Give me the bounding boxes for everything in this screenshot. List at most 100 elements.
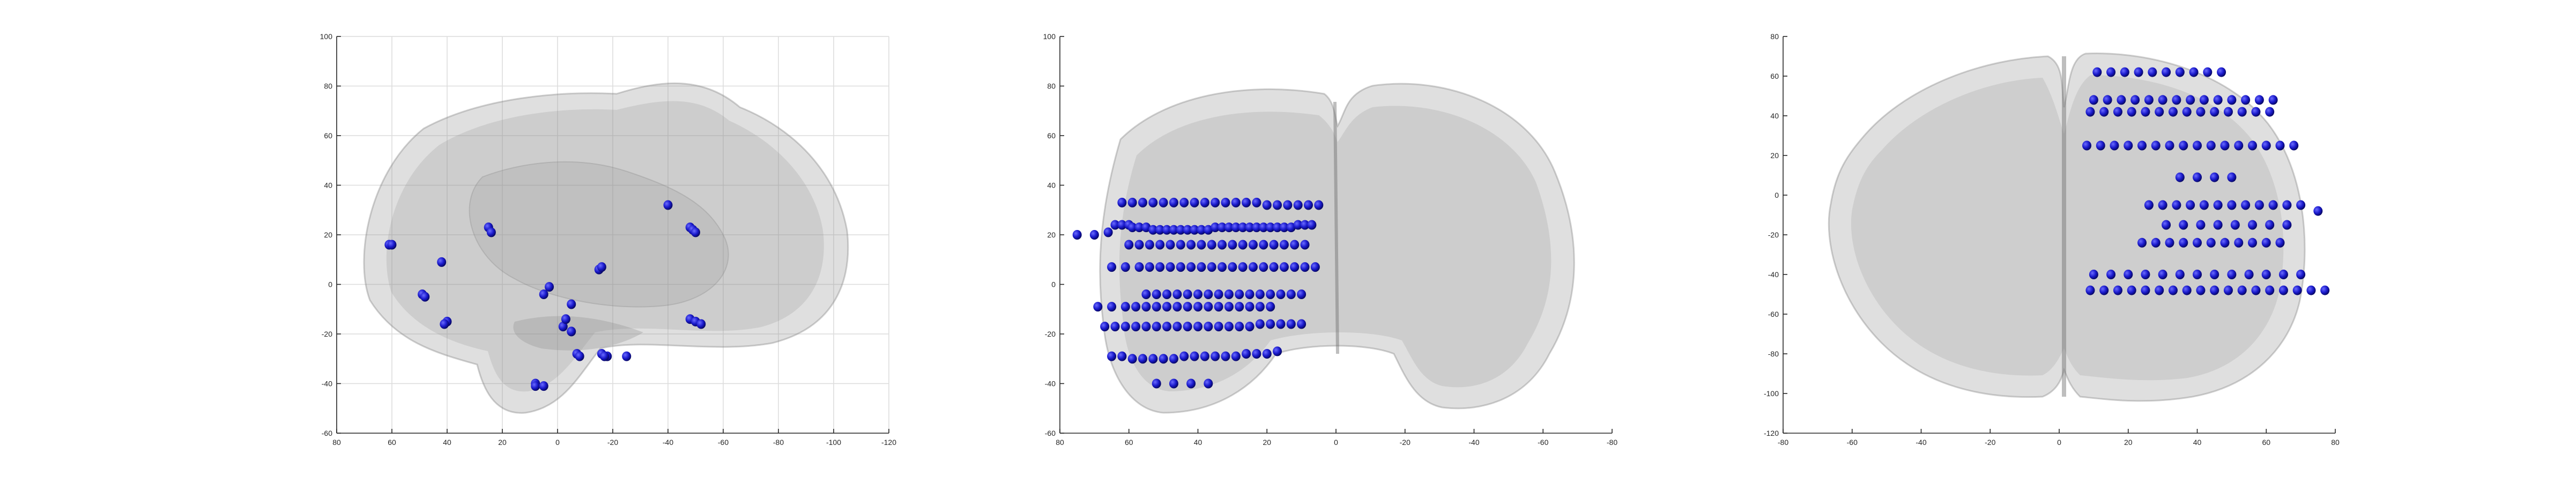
coronal-electrode-point <box>1207 262 1216 272</box>
coronal-electrode-point <box>1242 197 1251 207</box>
coronal-electrode-point <box>1107 302 1117 312</box>
axial-x-tick-label: 80 <box>2331 438 2340 447</box>
coronal-electrode-point <box>1235 302 1244 312</box>
axial-electrode-point <box>2148 67 2157 77</box>
coronal-electrode-point <box>1262 200 1272 210</box>
axial-electrode-point <box>2237 285 2247 295</box>
coronal-electrode-point <box>1200 197 1209 207</box>
sagittal-electrode-point <box>531 381 540 391</box>
axial-x-tick-label: 20 <box>2124 438 2133 447</box>
axial-electrode-point <box>2151 140 2161 151</box>
axial-electrode-point <box>2251 107 2261 117</box>
coronal-electrode-point <box>1283 200 1293 210</box>
coronal-electrode-point <box>1179 197 1189 207</box>
coronal-electrode-point <box>1193 289 1202 299</box>
coronal-electrode-point <box>1269 240 1279 250</box>
coronal-electrode-point <box>1193 322 1202 332</box>
coronal-electrode-point <box>1214 289 1223 299</box>
coronal-electrode-point <box>1120 322 1130 332</box>
axial-electrode-point <box>2206 237 2216 248</box>
axial-electrode-point <box>2199 200 2209 210</box>
axial-y-tick-label: -60 <box>1768 310 1779 318</box>
axial-electrode-point <box>2230 220 2240 230</box>
sagittal-electrode-point <box>437 257 447 267</box>
sagittal-x-tick-label: -100 <box>826 438 841 447</box>
axial-electrode-point <box>2282 200 2292 210</box>
coronal-electrode-point <box>1165 240 1175 250</box>
sagittal-axes: 80 60 40 20 0 -20 -40 -60 -80 -100 -120 -60 -40 -20 0 2… <box>320 32 897 447</box>
axial-electrode-point <box>2110 140 2119 151</box>
axial-y-tick-label: 60 <box>1770 72 1779 80</box>
axial-electrode-point <box>2085 285 2095 295</box>
coronal-electrode-point <box>1221 351 1230 361</box>
coronal-electrode-point <box>1152 302 1161 312</box>
coronal-panel: 80 60 40 20 0 -20 -40 -60 -80 -60 -40 -20 0 20 40 60 80 1… <box>1043 32 1618 447</box>
axial-electrode-point <box>2275 237 2285 248</box>
axial-electrode-point <box>2265 107 2275 117</box>
coronal-electrode-point <box>1204 302 1213 312</box>
coronal-electrode-point <box>1255 302 1265 312</box>
axial-electrode-point <box>2220 140 2230 151</box>
axial-x-tick-label: -60 <box>1847 438 1858 447</box>
coronal-electrode-point <box>1089 230 1099 240</box>
axial-electrode-point <box>2092 67 2102 77</box>
axial-electrode-point <box>2186 95 2195 105</box>
axial-electrode-point <box>2234 140 2244 151</box>
axial-electrode-point <box>2137 237 2147 248</box>
coronal-electrode-point <box>1214 302 1223 312</box>
coronal-electrode-point <box>1249 262 1258 272</box>
axial-x-tick-label: 60 <box>2262 438 2270 447</box>
coronal-electrode-point <box>1141 222 1151 233</box>
axial-electrode-point <box>2223 285 2233 295</box>
coronal-electrode-point <box>1224 322 1234 332</box>
axial-electrode-point <box>2265 220 2275 230</box>
axial-electrode-point <box>2103 95 2112 105</box>
coronal-electrode-point <box>1162 225 1172 235</box>
coronal-electrode-point <box>1238 222 1248 233</box>
coronal-electrode-point <box>1300 220 1310 230</box>
coronal-electrode-point <box>1218 240 1227 250</box>
coronal-electrode-point <box>1131 322 1141 332</box>
sagittal-y-tick-label: -60 <box>322 429 332 437</box>
axial-electrode-point <box>2096 140 2105 151</box>
axial-electrode-point <box>2234 237 2244 248</box>
axial-electrode-point <box>2089 270 2098 279</box>
coronal-electrode-point <box>1255 319 1265 329</box>
coronal-electrode-point <box>1155 240 1165 250</box>
coronal-electrode-point <box>1300 262 1310 272</box>
axial-electrode-point <box>2306 285 2316 295</box>
sagittal-x-tick-label: 60 <box>388 438 396 447</box>
coronal-electrode-point <box>1238 262 1248 272</box>
coronal-electrode-point <box>1162 289 1172 299</box>
coronal-electrode-point <box>1262 349 1272 359</box>
sagittal-x-tick-label: 0 <box>555 438 560 447</box>
coronal-electrode-point <box>1204 322 1213 332</box>
coronal-electrode-point <box>1155 262 1165 272</box>
axial-electrode-point <box>2320 285 2330 295</box>
axial-electrode-point <box>2282 220 2292 230</box>
sagittal-electrodes <box>384 200 706 391</box>
coronal-electrode-point <box>1207 240 1216 250</box>
coronal-electrode-point <box>1155 225 1165 235</box>
axial-electrode-point <box>2165 140 2174 151</box>
axial-x-tick-label: -20 <box>1985 438 1995 447</box>
coronal-electrode-point <box>1190 197 1199 207</box>
axial-electrode-point <box>2144 200 2154 210</box>
coronal-electrode-point <box>1293 220 1303 230</box>
axial-electrode-point <box>2130 95 2140 105</box>
coronal-electrode-point <box>1117 351 1127 361</box>
sagittal-electrode-point <box>567 299 576 309</box>
coronal-electrode-point <box>1304 200 1313 210</box>
axial-electrode-point <box>2210 107 2219 117</box>
coronal-electrode-point <box>1214 322 1223 332</box>
coronal-electrode-point <box>1224 302 1234 312</box>
sagittal-electrode-point <box>600 351 610 361</box>
coronal-electrode-point <box>1218 222 1227 233</box>
coronal-electrode-point <box>1290 240 1300 250</box>
coronal-electrode-point <box>1228 240 1237 250</box>
axial-electrode-point <box>2254 200 2264 210</box>
axial-electrode-point <box>2186 200 2195 210</box>
sagittal-electrode-point <box>420 292 430 302</box>
coronal-electrode-point <box>1276 319 1286 329</box>
coronal-electrode-point <box>1141 322 1151 332</box>
